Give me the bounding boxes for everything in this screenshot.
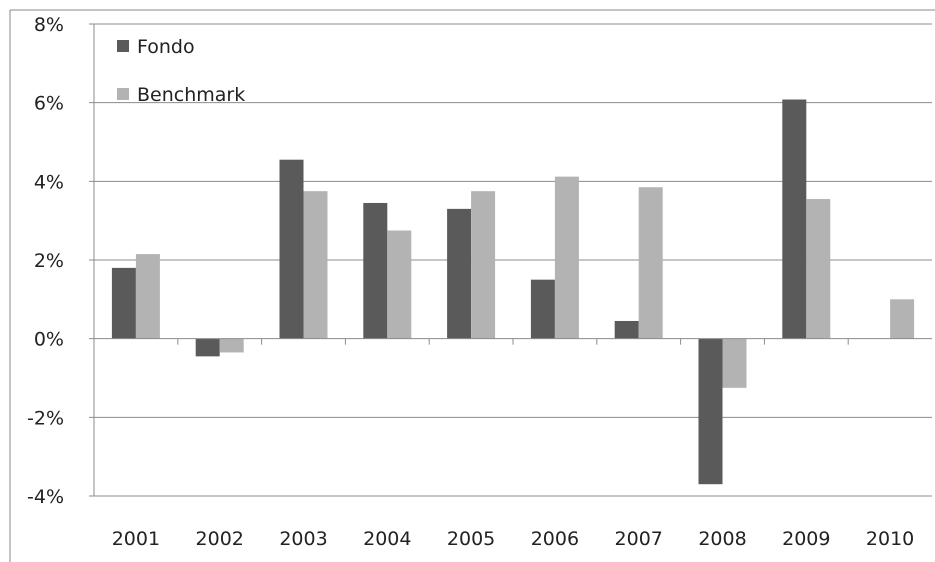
y-tick-label: 6% — [34, 93, 64, 115]
x-tick-label: 2006 — [531, 528, 579, 550]
bar-benchmark-2008 — [722, 338, 747, 388]
bar-fondo-2008 — [698, 338, 723, 485]
x-tick-label: 2008 — [698, 528, 746, 550]
y-tick-label: 0% — [34, 329, 64, 351]
x-tick-label: 2007 — [615, 528, 663, 550]
y-tick-label: 4% — [34, 171, 64, 193]
bar-fondo-2004 — [363, 202, 388, 339]
bar-benchmark-2003 — [303, 191, 328, 339]
bar-fondo-2005 — [447, 208, 472, 339]
bar-fondo-2001 — [111, 267, 136, 339]
y-tick-label: -4% — [27, 486, 64, 508]
y-tick-label: 8% — [34, 14, 64, 36]
legend-label-benchmark: Benchmark — [137, 84, 245, 106]
x-tick-label: 2005 — [447, 528, 495, 550]
bars — [111, 99, 915, 485]
bar-fondo-2003 — [279, 159, 304, 339]
legend-swatch-benchmark — [117, 88, 129, 100]
x-tick-label: 2001 — [112, 528, 160, 550]
bar-benchmark-2006 — [554, 176, 579, 339]
bar-benchmark-2009 — [806, 199, 831, 339]
x-tick-labels: 2001 2002 2003 2004 2005 2006 2007 2008 2009 2010 — [112, 528, 915, 550]
x-tick-label: 2002 — [196, 528, 244, 550]
x-tick-label: 2003 — [279, 528, 327, 550]
bar-benchmark-2005 — [471, 191, 496, 339]
bar-benchmark-2004 — [387, 230, 412, 339]
y-tick-label: -2% — [27, 407, 64, 429]
gridlines — [94, 23, 932, 497]
bar-benchmark-2002 — [219, 338, 244, 353]
legend-label-fondo: Fondo — [137, 36, 195, 58]
y-tick-label: 2% — [34, 250, 64, 272]
bar-benchmark-2007 — [638, 187, 663, 339]
y-tick-labels: -4% -2% 0% 2% 4% 6% 8% — [27, 14, 64, 508]
axes — [89, 23, 932, 497]
bar-benchmark-2010 — [890, 299, 915, 339]
bar-fondo-2002 — [195, 338, 220, 357]
bar-fondo-2006 — [530, 279, 555, 339]
x-tick-label: 2004 — [363, 528, 411, 550]
legend-swatch-fondo — [117, 40, 129, 52]
bar-benchmark-2001 — [135, 254, 160, 339]
bar-fondo-2009 — [782, 99, 807, 339]
x-tick-label: 2009 — [782, 528, 830, 550]
legend: Fondo Benchmark — [117, 36, 245, 106]
bar-fondo-2007 — [614, 320, 639, 339]
x-tick-label: 2010 — [866, 528, 914, 550]
